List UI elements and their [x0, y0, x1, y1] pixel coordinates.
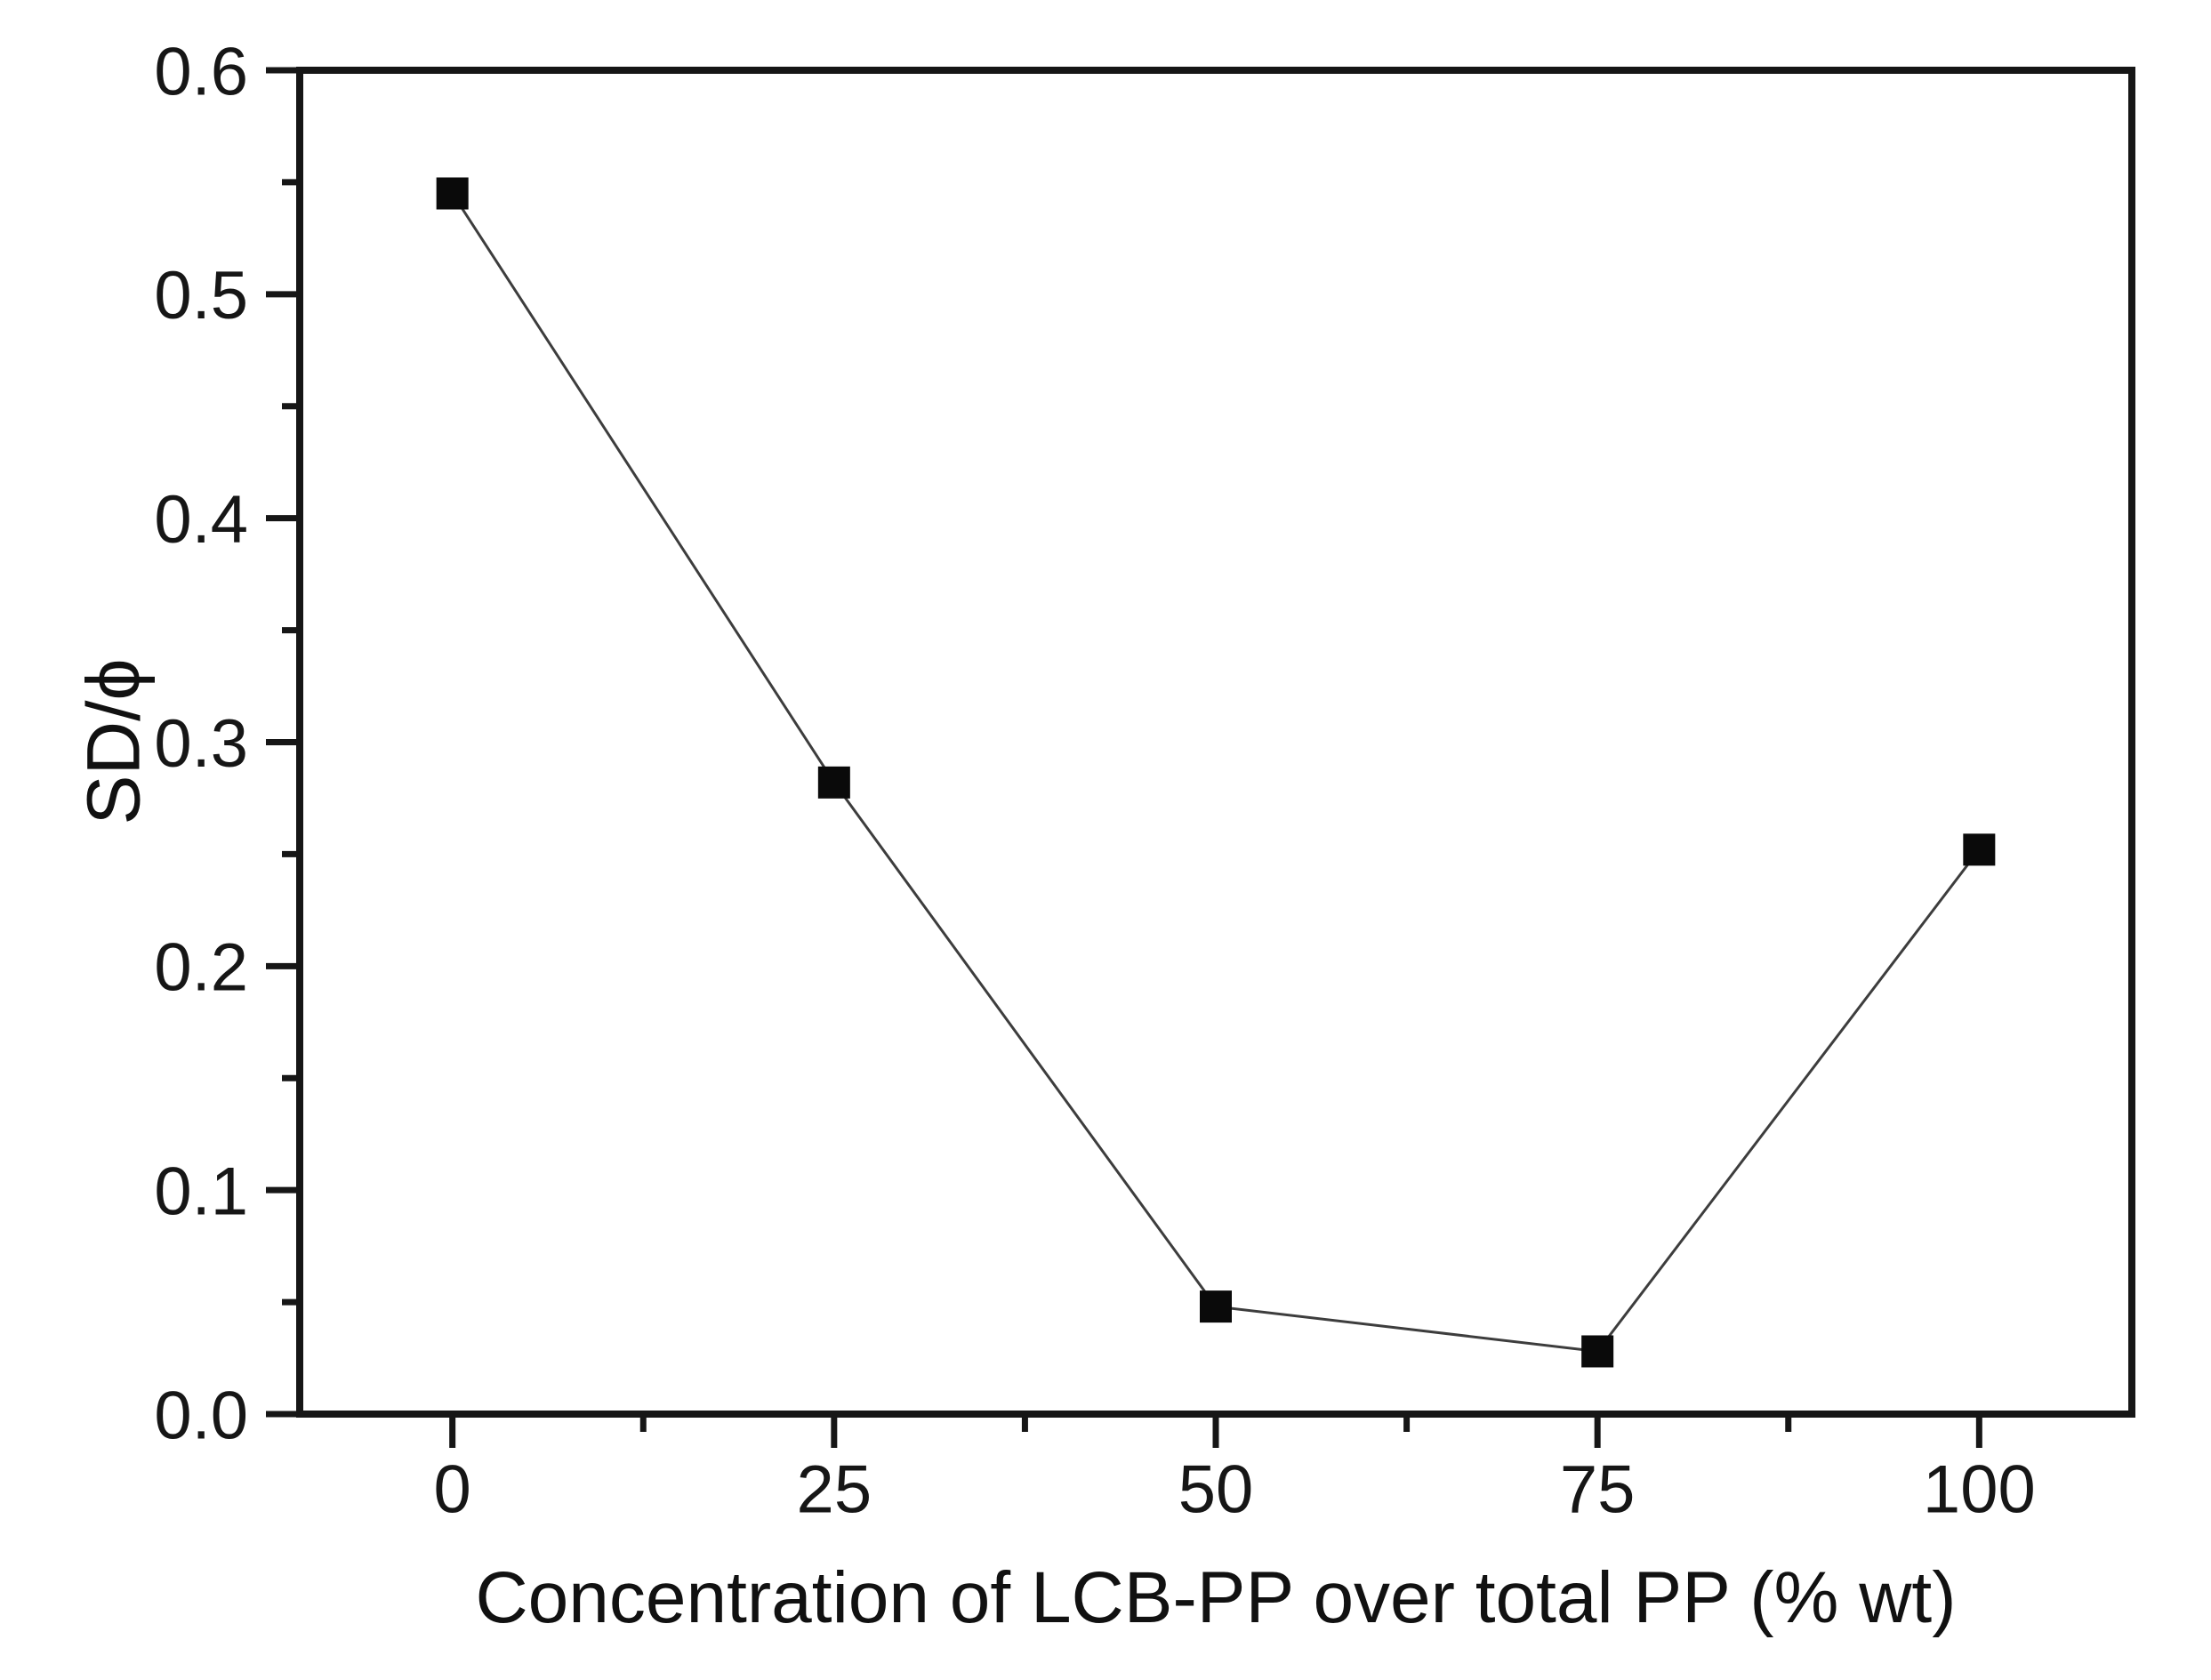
- data-point-marker: [1581, 1335, 1614, 1368]
- y-tick-label: 0.6: [154, 34, 248, 109]
- x-tick-label: 100: [1923, 1451, 2036, 1527]
- x-tick-label: 0: [434, 1451, 471, 1527]
- y-tick-label: 0.4: [154, 482, 248, 558]
- data-point-marker: [436, 177, 469, 210]
- y-tick-label: 0.3: [154, 706, 248, 782]
- y-axis-title: SD/ϕ: [71, 658, 156, 825]
- y-tick-label: 0.2: [154, 930, 248, 1006]
- y-tick-label: 0.5: [154, 258, 248, 334]
- data-point-marker: [1963, 833, 1996, 866]
- plot-box: [296, 67, 2135, 1418]
- x-tick-label: 25: [797, 1451, 872, 1527]
- x-tick-label: 50: [1178, 1451, 1254, 1527]
- data-line: [451, 192, 1981, 1354]
- data-point-marker: [817, 766, 850, 799]
- x-axis-title: Concentration of LCB-PP over total PP (%…: [475, 1557, 1957, 1638]
- x-tick-label: 75: [1560, 1451, 1636, 1527]
- y-tick-label: 0.0: [154, 1378, 248, 1453]
- data-point-marker: [1200, 1290, 1232, 1323]
- y-tick-label: 0.1: [154, 1154, 248, 1230]
